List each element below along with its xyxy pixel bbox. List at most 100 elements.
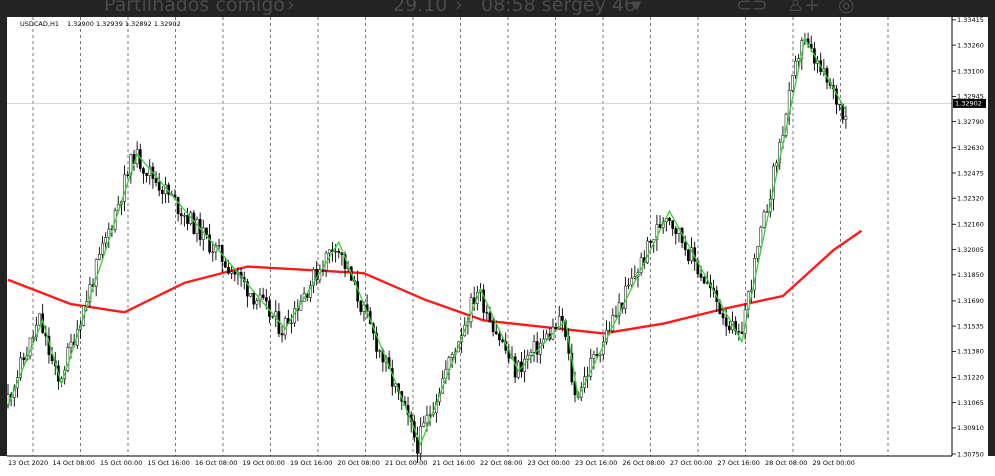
candle-body — [261, 294, 265, 298]
candle-body — [183, 215, 186, 217]
price-axis-labels: 1.33415 1.33260 1.33100 1.32945 1.32790 1.326… — [957, 16, 984, 458]
candle-body — [557, 315, 561, 329]
candle-body — [687, 249, 690, 261]
candle-body — [595, 354, 599, 356]
candle-body — [280, 333, 284, 336]
candle-body — [327, 249, 331, 254]
candle-body — [791, 75, 794, 91]
candle-body — [450, 354, 454, 358]
candle-body — [38, 313, 41, 326]
candle-body — [674, 228, 678, 235]
candle-body — [315, 269, 319, 281]
candle-body — [775, 162, 778, 167]
candle-body — [728, 325, 731, 331]
candle-body — [469, 297, 473, 323]
x-tick-label: 26 Oct 08:00 — [623, 459, 665, 467]
candle-body — [658, 224, 662, 229]
candle-body — [759, 227, 763, 247]
candle-body — [157, 182, 161, 191]
candle-body — [252, 293, 256, 305]
candle-body — [154, 178, 158, 183]
candle-body — [797, 58, 800, 62]
candle-body — [655, 224, 659, 240]
candle-body — [668, 217, 671, 221]
x-tick-label: 19 Oct 16:00 — [290, 459, 332, 467]
zigzag-series — [7, 36, 847, 446]
link-icon[interactable]: ⊂⊃ — [736, 0, 768, 16]
candle-body — [498, 333, 501, 341]
candle-body — [756, 246, 760, 259]
overlay-title[interactable]: Partilhados comigo — [104, 0, 285, 16]
candle-body — [66, 347, 70, 371]
candle-body — [649, 240, 652, 243]
price-tag-label: 1.32902 — [955, 100, 982, 108]
candle-body — [501, 339, 504, 342]
candle-body — [176, 197, 180, 214]
candle-body — [740, 331, 744, 334]
candle-body — [173, 194, 177, 198]
candle-body — [249, 293, 252, 297]
candle-body — [104, 237, 108, 244]
y-tick-label: 1.32630 — [957, 144, 984, 152]
candle-body — [31, 336, 35, 339]
candle-body — [142, 168, 145, 174]
x-tick-label: 13 Oct 2020 — [8, 459, 48, 467]
x-tick-label: 29 Oct 00:00 — [813, 459, 855, 467]
candle-body — [838, 103, 841, 106]
moving-average-series — [7, 229, 863, 335]
candle-body — [526, 355, 530, 360]
ohlc-values: 1.32900 1.32939 1.32892 1.32902 — [67, 20, 181, 28]
candle-body — [472, 297, 476, 304]
add-person-icon[interactable]: ♙+ — [787, 0, 820, 16]
candle-body — [646, 240, 649, 264]
chevron-down-icon[interactable]: ▾ — [632, 0, 642, 16]
candle-body — [19, 357, 22, 378]
candle-body — [737, 330, 741, 333]
vertical-gridlines — [32, 17, 889, 456]
y-tick-label: 1.33260 — [957, 41, 984, 49]
candle-body — [161, 190, 164, 195]
candle-body — [529, 352, 533, 356]
eye-icon[interactable]: ◎ — [838, 0, 855, 16]
candle-body — [488, 312, 492, 323]
y-tick-label: 1.33100 — [957, 67, 984, 75]
candle-body — [208, 234, 211, 253]
chevron-right-icon: › — [455, 0, 463, 16]
y-tick-label: 1.31535 — [957, 322, 984, 330]
y-tick-label: 1.32945 — [957, 93, 984, 101]
horizontal-gridlines — [952, 19, 956, 455]
x-tick-label: 15 Oct 16:00 — [148, 459, 190, 467]
y-tick-label: 1.31690 — [957, 297, 984, 305]
candle-body — [617, 302, 621, 316]
x-tick-label: 27 Oct 16:00 — [718, 459, 760, 467]
candle-body — [545, 333, 548, 340]
y-tick-label: 1.31850 — [957, 271, 984, 279]
candle-body — [6, 394, 10, 406]
candle-body — [494, 331, 498, 335]
candle-body — [274, 311, 278, 317]
candle-body — [485, 312, 489, 314]
x-tick-label: 20 Oct 08:00 — [338, 459, 380, 467]
candle-body — [378, 350, 382, 352]
x-tick-label: 14 Oct 08:00 — [53, 459, 95, 467]
candle-body — [337, 250, 341, 253]
candle-body — [359, 300, 363, 312]
candle-body — [98, 253, 101, 260]
current-price-tag: 1.32902 — [953, 98, 986, 108]
candle-body — [255, 300, 259, 305]
x-tick-label: 23 Oct 16:00 — [575, 459, 617, 467]
candle-body — [375, 332, 378, 352]
candle-body — [765, 211, 769, 213]
candle-body — [589, 358, 593, 377]
candle-body — [205, 227, 208, 236]
candle-body — [627, 284, 630, 287]
candle-body — [309, 285, 312, 298]
candle-body — [614, 315, 618, 317]
plot-area[interactable] — [7, 17, 952, 456]
candle-body — [264, 297, 268, 302]
y-tick-label: 1.32475 — [957, 169, 984, 177]
candle-body — [482, 289, 485, 313]
x-tick-label: 21 Oct 16:00 — [433, 459, 475, 467]
candle-body — [491, 321, 495, 332]
